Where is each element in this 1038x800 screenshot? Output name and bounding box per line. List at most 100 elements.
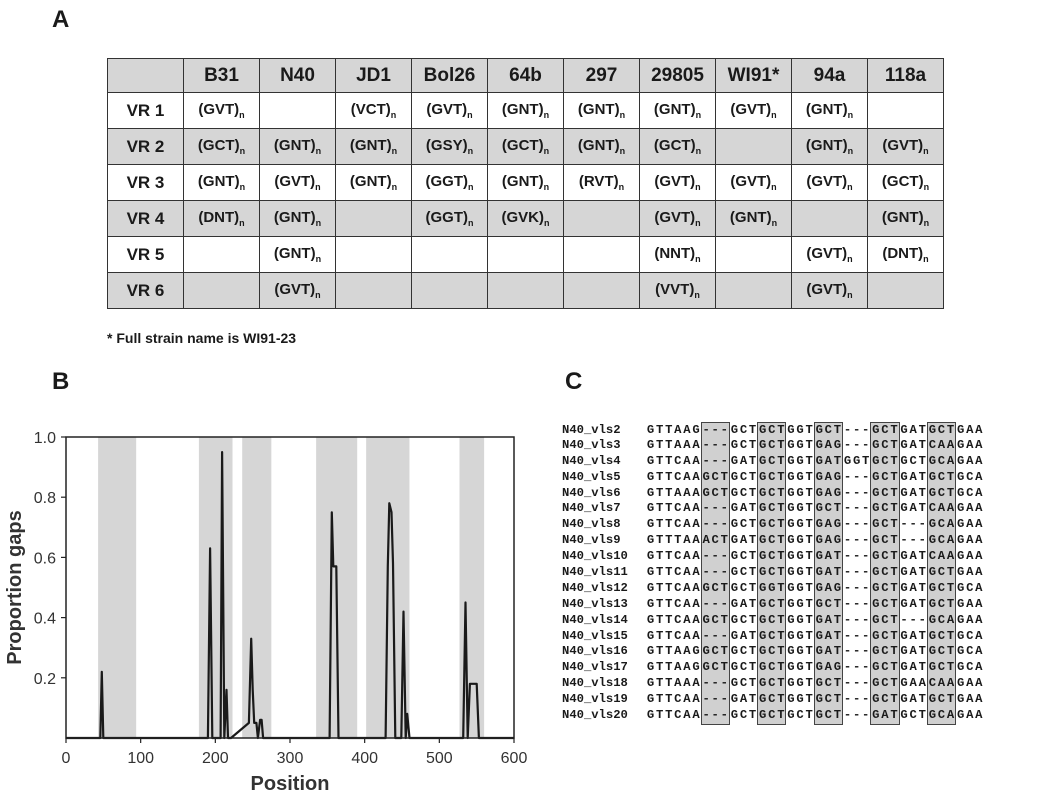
motif-text: GNT (734, 209, 767, 226)
subscript-n: n (543, 146, 550, 156)
motif-cell (867, 92, 944, 129)
motif-text: GNT (278, 137, 311, 154)
subscript-n: n (695, 218, 701, 228)
motif-cell: (RVT)n (563, 164, 640, 201)
motif-cell (487, 236, 564, 273)
motif-cell: (GNT)n (487, 164, 564, 201)
motif-cell: (GNT)n (563, 92, 640, 129)
alignment-row: N40_vls3 G T T A A A - - - G C T G C T G G T G A G - - - G C T G A T C A… (562, 437, 983, 454)
motif-text: GNT (582, 101, 615, 118)
motif-cell: (GCT)n (867, 164, 944, 201)
subscript-n: n (467, 110, 473, 120)
x-tick-label: 200 (202, 750, 229, 767)
motif-text: DNT (203, 209, 235, 226)
alignment-row: N40_vls10 G T T C A A - - - G C T G C T G G T G A T - - - G C T G A T C… (562, 549, 983, 566)
motif-cell: (GNT)n (259, 128, 336, 165)
motif-text: GVT (811, 245, 843, 262)
table-row: VR 1 (GVT)n (VCT)n (GVT)n (GNT)n (GNT)n (GNT)n… (107, 92, 944, 129)
row-header: VR 1 (107, 92, 184, 129)
motif-cell (791, 200, 868, 237)
subscript-n: n (923, 254, 929, 264)
subscript-n: n (544, 218, 550, 228)
alignment-row: N40_vls13 G T T C A A - - - G A T G C T G G T G C T - - - G C T G A T G… (562, 596, 983, 613)
sequence-name: N40_vls15 (562, 628, 628, 643)
motif-text: GVT (203, 101, 235, 118)
sequence-name: N40_vls11 (562, 565, 628, 580)
row-header: VR 2 (107, 128, 184, 165)
motif-text: GNT (354, 137, 387, 154)
alignment-row: N40_vls7 G T T C A A - - - G A T G C T G G T G C T - - - G C T G A T C A… (562, 501, 983, 518)
motif-text: GVT (811, 173, 843, 190)
motif-cell (335, 200, 412, 237)
motif-text: GNT (582, 137, 615, 154)
subscript-n: n (694, 290, 700, 300)
motif-cell (563, 200, 640, 237)
panel-label-b: B (52, 368, 70, 395)
motif-cell (335, 236, 412, 273)
x-tick-label: 600 (501, 750, 528, 767)
column-header-5: 297 (563, 58, 640, 93)
subscript-n: n (391, 146, 398, 156)
subscript-n: n (771, 110, 777, 120)
sequence-name: N40_vls5 (562, 469, 621, 484)
alignment-row: N40_vls20 G T T C A A - - - G C T G C T G C T G C T - - - G A T G C T G… (562, 708, 983, 725)
table-footnote: * Full strain name is WI91-23 (107, 330, 297, 346)
sequence-name: N40_vls10 (562, 549, 628, 564)
motif-text: NNT (659, 245, 691, 262)
sequence-name: N40_vls7 (562, 501, 621, 516)
y-tick-label: 0.2 (34, 671, 56, 688)
motif-text: VVT (660, 281, 690, 298)
motif-cell (411, 236, 488, 273)
motif-cell: (GVT)n (183, 92, 260, 129)
subscript-n: n (619, 146, 626, 156)
motif-text: GVT (887, 137, 919, 154)
motif-text: GVT (659, 209, 691, 226)
sequence-name: N40_vls20 (562, 708, 628, 723)
motif-cell: (VVT)n (639, 272, 716, 309)
alignment-row: N40_vls8 G T T C A A - - - G C T G C T G G T G A G - - - G C T - - - G C… (562, 517, 983, 534)
subscript-n: n (923, 182, 930, 192)
motif-cell (411, 272, 488, 309)
motif-cell (183, 236, 260, 273)
sequence-alignment: N40_vls2 G T T A A G - - - G C T G C T G G T G C T - - - G C T G A T G C… (562, 422, 983, 725)
column-header-6: 29805 (639, 58, 716, 93)
motif-text: GCT (506, 137, 539, 154)
motif-cell: (GVT)n (259, 272, 336, 309)
subscript-n: n (771, 182, 777, 192)
alignment-row: N40_vls2 G T T A A G - - - G C T G C T G G T G C T - - - G C T G A T G C… (562, 422, 983, 439)
motif-cell: (GNT)n (639, 92, 716, 129)
motif-text: GGT (430, 173, 464, 190)
alignment-row: N40_vls4 G T T C A A - - - G A T G C T G G T G A T G G T G C T G C T G C… (562, 453, 983, 470)
subscript-n: n (543, 110, 550, 120)
subscript-n: n (923, 218, 930, 228)
motif-cell: (GNT)n (563, 128, 640, 165)
subscript-n: n (847, 182, 853, 192)
subscript-n: n (239, 110, 245, 120)
motif-cell (563, 272, 640, 309)
x-tick-label: 100 (127, 750, 154, 767)
alignment-row: N40_vls6 G T T A A A G C T G C T G C T G G T G A G - - - G C T G A T G C… (562, 485, 983, 502)
table-body: VR 1 (GVT)n (VCT)n (GVT)n (GNT)n (GNT)n (GNT)n… (107, 92, 944, 309)
y-axis-label: Proportion gaps (4, 510, 26, 664)
table-row: VR 3 (GNT)n (GVT)n (GNT)n (GGT)n (GNT)n (RVT)n… (107, 164, 944, 201)
motif-text: GGT (430, 209, 464, 226)
alignment-row: N40_vls19 G T T C A A - - - G A T G C T G G T G C T - - - G C T G A T G… (562, 692, 983, 709)
motif-cell: (GVT)n (715, 164, 792, 201)
y-tick-label: 0.8 (34, 490, 56, 507)
motif-cell: (GVT)n (791, 164, 868, 201)
subscript-n: n (468, 182, 474, 192)
column-header-1: N40 (259, 58, 336, 93)
alignment-row: N40_vls11 G T T C A A - - - G C T G C T G G T G A T - - - G C T G A T G… (562, 565, 983, 581)
sequence-name: N40_vls3 (562, 437, 621, 452)
variable-region-table: B31 N40 JD1 Bol26 64b 297 29805 WI91* 94a 118a VR… (107, 58, 944, 309)
motif-text: GVT (735, 101, 767, 118)
motif-text: GCT (658, 137, 691, 154)
motif-text: GNT (506, 101, 539, 118)
motif-cell (715, 128, 792, 165)
sequence-name: N40_vls6 (562, 485, 621, 500)
x-tick-label: 0 (62, 750, 71, 767)
motif-text: GNT (810, 137, 843, 154)
